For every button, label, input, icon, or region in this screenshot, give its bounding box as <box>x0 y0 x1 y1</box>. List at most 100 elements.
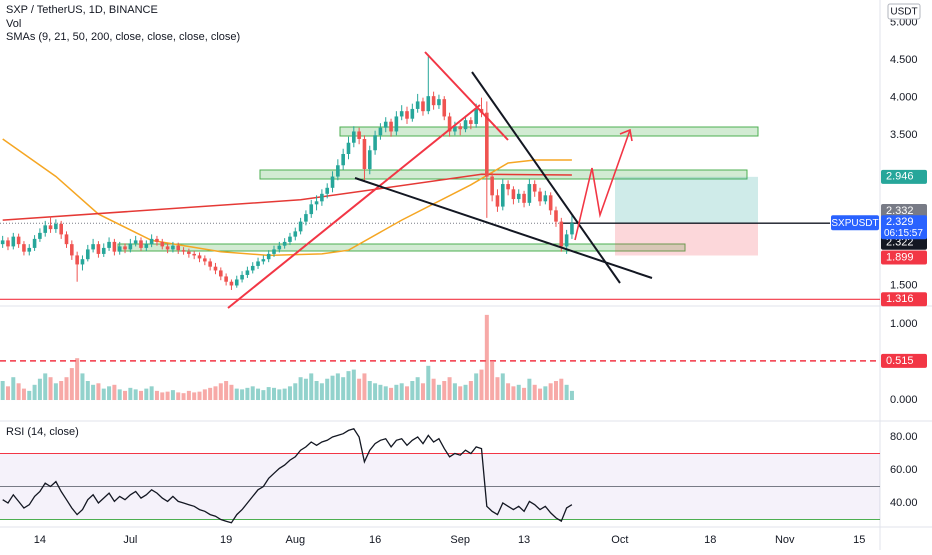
candle-body <box>59 223 63 235</box>
volume-bar <box>543 386 548 401</box>
volume-bar <box>277 389 282 401</box>
volume-bar <box>261 390 266 401</box>
volume-bar <box>378 384 383 401</box>
candle-body <box>277 245 282 250</box>
volume-bar <box>181 393 186 401</box>
zone-box <box>117 243 686 252</box>
volume-bar <box>213 386 218 401</box>
price-label: 2.946 <box>886 171 914 183</box>
candle-body <box>128 243 133 250</box>
volume-bar <box>128 387 133 401</box>
volume-bar <box>186 390 191 401</box>
candle-body <box>250 265 255 271</box>
volume-bar <box>5 386 10 401</box>
candle-body <box>293 231 298 237</box>
candle-body <box>330 176 335 188</box>
volume-bar <box>548 383 553 401</box>
legend: SXP / TetherUS, 1D, BINANCE Vol SMAs (9,… <box>6 3 921 438</box>
candle-body <box>27 247 32 252</box>
candle-body <box>85 249 90 260</box>
volume-bar <box>330 375 335 401</box>
last-price: 2.329 <box>886 216 914 228</box>
candle-body <box>16 236 21 245</box>
volume-bar <box>282 388 287 401</box>
volume-bar <box>266 387 271 401</box>
candle-body <box>203 258 207 262</box>
plot: 5.0004.5004.0003.5001.5001.0000.00080.00… <box>0 16 927 546</box>
y-tick-label: 3.500 <box>890 129 918 141</box>
candle-body <box>421 101 425 112</box>
candle-body <box>559 221 564 247</box>
volume-bar <box>32 384 37 401</box>
x-tick-label: Oct <box>611 534 628 546</box>
candle-body <box>341 154 345 166</box>
candle-body <box>80 259 85 265</box>
currency[interactable]: USDT <box>890 7 917 18</box>
x-tick-label: Aug <box>285 534 305 546</box>
candle-body <box>187 251 191 254</box>
volume-bar <box>516 384 521 401</box>
volume-bar <box>335 373 340 401</box>
candle-body <box>43 225 48 233</box>
candle-body <box>240 274 244 280</box>
volume-bar <box>138 390 143 401</box>
candle-body <box>224 276 228 282</box>
candle-body <box>532 184 537 192</box>
candle-body <box>70 244 74 256</box>
volume-bar <box>0 381 5 401</box>
volume-bar <box>389 387 394 401</box>
candle-body <box>426 96 431 112</box>
candle-body <box>229 281 234 286</box>
candle-body <box>442 99 447 117</box>
volume-bar <box>415 377 420 401</box>
volume-bar <box>16 383 21 401</box>
volume-bar <box>101 388 106 401</box>
volume-bar <box>245 387 250 401</box>
volume-bar <box>405 386 410 401</box>
price-label-box <box>881 203 927 218</box>
candle-body <box>495 195 500 207</box>
candle-body <box>362 138 367 170</box>
candle-body <box>522 193 526 203</box>
volume-bar <box>325 378 330 401</box>
drawings <box>227 51 653 309</box>
rsi-tick-label: 80.00 <box>890 431 918 443</box>
candle-body <box>336 165 340 177</box>
volume-bar <box>569 390 574 401</box>
candle-body <box>245 270 250 275</box>
volume-bar <box>53 383 58 401</box>
volume-bar <box>511 386 516 401</box>
candle-body <box>463 120 468 130</box>
volume-bar <box>420 383 425 401</box>
candle-body <box>213 266 218 271</box>
rsi-tick-label: 60.00 <box>890 464 918 476</box>
x-tick-label: Sep <box>450 534 470 546</box>
volume-bar <box>474 373 479 401</box>
candle-body <box>234 279 239 286</box>
volume-bar <box>383 386 388 401</box>
volume-bar <box>314 381 319 401</box>
volume-bar <box>399 383 404 401</box>
candle-body <box>564 234 569 247</box>
volume-bar <box>160 392 165 401</box>
currency-box[interactable] <box>887 3 921 20</box>
volume-bar <box>367 381 372 401</box>
candle-body <box>149 238 154 245</box>
candle-body <box>123 246 127 250</box>
candle-body <box>54 223 58 230</box>
candle-body <box>133 240 138 244</box>
y-tick-label: 4.500 <box>890 54 918 66</box>
x-tick-label: 14 <box>34 534 46 546</box>
volume-bar <box>410 381 415 401</box>
volume-bar <box>346 371 351 401</box>
price-label-box <box>881 250 927 265</box>
sma-label: SMAs (9, 21, 50, 200, close, close, clos… <box>6 31 240 43</box>
candle-body <box>107 241 111 248</box>
candle-body <box>405 111 409 119</box>
candle-body <box>48 225 53 230</box>
candle-body <box>453 126 457 132</box>
candle-body <box>11 236 16 247</box>
volume-bar <box>272 387 277 401</box>
volume-bar <box>192 392 197 401</box>
